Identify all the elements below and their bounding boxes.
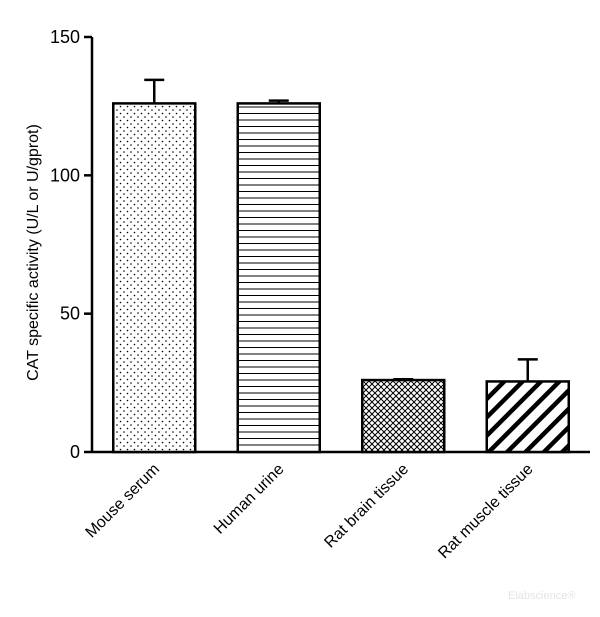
- bar: [485, 380, 570, 454]
- x-tick-label: Mouse serum: [83, 461, 164, 542]
- x-tick-label: Human urine: [211, 461, 288, 538]
- x-tick-label: Rat muscle tissue: [435, 461, 536, 562]
- y-tick-label: 0: [70, 442, 80, 462]
- bar: [361, 378, 446, 454]
- y-tick-label: 50: [60, 304, 80, 324]
- y-tick-label: 150: [50, 27, 80, 47]
- watermark: Elabscience®: [508, 590, 576, 602]
- bar: [112, 102, 197, 454]
- x-tick-label: Rat brain tissue: [321, 461, 412, 552]
- bar: [236, 102, 321, 454]
- y-tick-label: 100: [50, 165, 80, 185]
- y-axis-title: CAT specific activity (U/L or U/gprot): [25, 124, 42, 381]
